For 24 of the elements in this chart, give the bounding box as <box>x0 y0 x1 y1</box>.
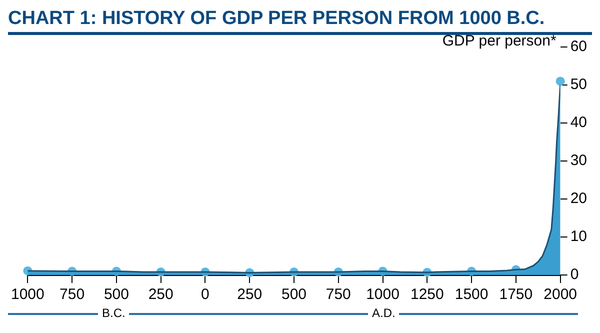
text: A.D. <box>368 306 400 320</box>
x-tick-label: 1750 <box>499 286 533 304</box>
x-tick-label: 1000 <box>366 286 400 304</box>
y-tick-label: 60 <box>570 38 588 56</box>
x-tick-label: 1250 <box>410 286 444 304</box>
x-tick-label: 250 <box>237 286 262 304</box>
x-tick-label: 500 <box>281 286 307 304</box>
y-tick-label: 10 <box>570 228 588 246</box>
y-tick-label: 0 <box>570 266 579 284</box>
x-tick-label: 750 <box>326 286 351 304</box>
y-tick-label: 30 <box>570 152 588 170</box>
text: B.C. <box>98 306 130 320</box>
x-tick-label: 500 <box>104 286 129 304</box>
x-tick-label: 2000 <box>544 286 578 304</box>
y-axis-title: GDP per person* <box>442 32 556 50</box>
x-tick-label: 1000 <box>10 286 44 304</box>
x-tick-label: 1500 <box>454 286 488 304</box>
x-tick-label: 250 <box>148 286 174 304</box>
y-tick-label: 40 <box>570 114 588 132</box>
x-tick-label: 750 <box>60 286 85 304</box>
chart-title: CHART 1: HISTORY OF GDP PER PERSON FROM 1000 B.C. <box>8 8 546 30</box>
x-tick-label: 0 <box>201 286 210 304</box>
y-tick-label: 50 <box>570 76 588 94</box>
y-tick-label: 20 <box>570 190 588 208</box>
